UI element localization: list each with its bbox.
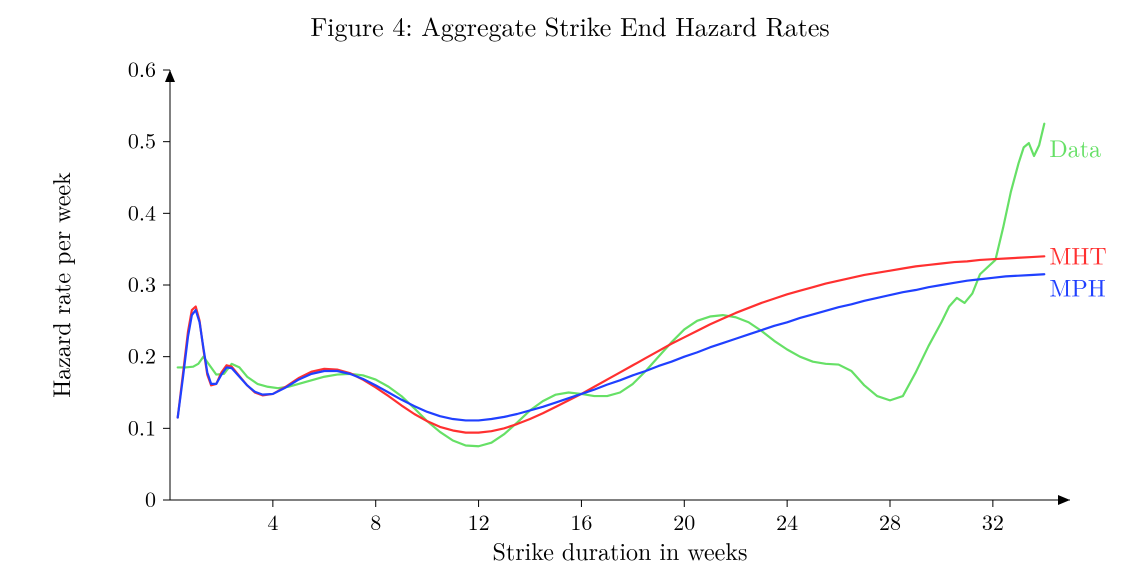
x-tick-label: 12	[468, 506, 490, 537]
x-tick-label: 24	[776, 506, 798, 537]
series-label-mht: MHT	[1049, 237, 1106, 271]
x-tick-label: 32	[982, 506, 1004, 537]
y-tick-label: 0.4	[128, 196, 156, 227]
series-line-data	[178, 124, 1045, 447]
series-line-mph	[178, 274, 1045, 420]
x-tick-label: 8	[370, 506, 381, 537]
y-tick-label: 0.6	[128, 53, 156, 84]
chart-container: Figure 4: Aggregate Strike End Hazard Ra…	[0, 0, 1140, 580]
series-label-mph: MPH	[1049, 270, 1105, 304]
y-tick-labels: 0 0.1 0.2 0.3 0.4 0.5 0.6	[128, 53, 156, 514]
x-tick-label: 16	[570, 506, 592, 537]
x-axis-label: Strike duration in weeks	[493, 533, 748, 567]
y-tick-label: 0.5	[128, 125, 156, 156]
y-tick-label: 0.2	[128, 340, 156, 371]
y-axis-label: Hazard rate per week	[43, 172, 77, 398]
x-axis-arrow-icon	[1058, 495, 1070, 505]
y-tick-label: 0.1	[128, 411, 156, 442]
x-tick-label: 20	[673, 506, 695, 537]
y-tick-label: 0	[145, 483, 156, 514]
series-lines	[178, 124, 1045, 447]
hazard-rate-chart: Figure 4: Aggregate Strike End Hazard Ra…	[0, 0, 1140, 580]
series-line-mht	[178, 256, 1045, 432]
y-tick-label: 0.3	[128, 268, 156, 299]
x-tick-label: 4	[267, 506, 278, 537]
y-axis-arrow-icon	[165, 70, 175, 82]
series-labels: Data MHTMPH	[1049, 130, 1106, 304]
chart-title: Figure 4: Aggregate Strike End Hazard Ra…	[310, 7, 829, 44]
axes	[163, 70, 1070, 507]
series-label-data: Data	[1049, 130, 1101, 164]
x-tick-label: 28	[879, 506, 901, 537]
